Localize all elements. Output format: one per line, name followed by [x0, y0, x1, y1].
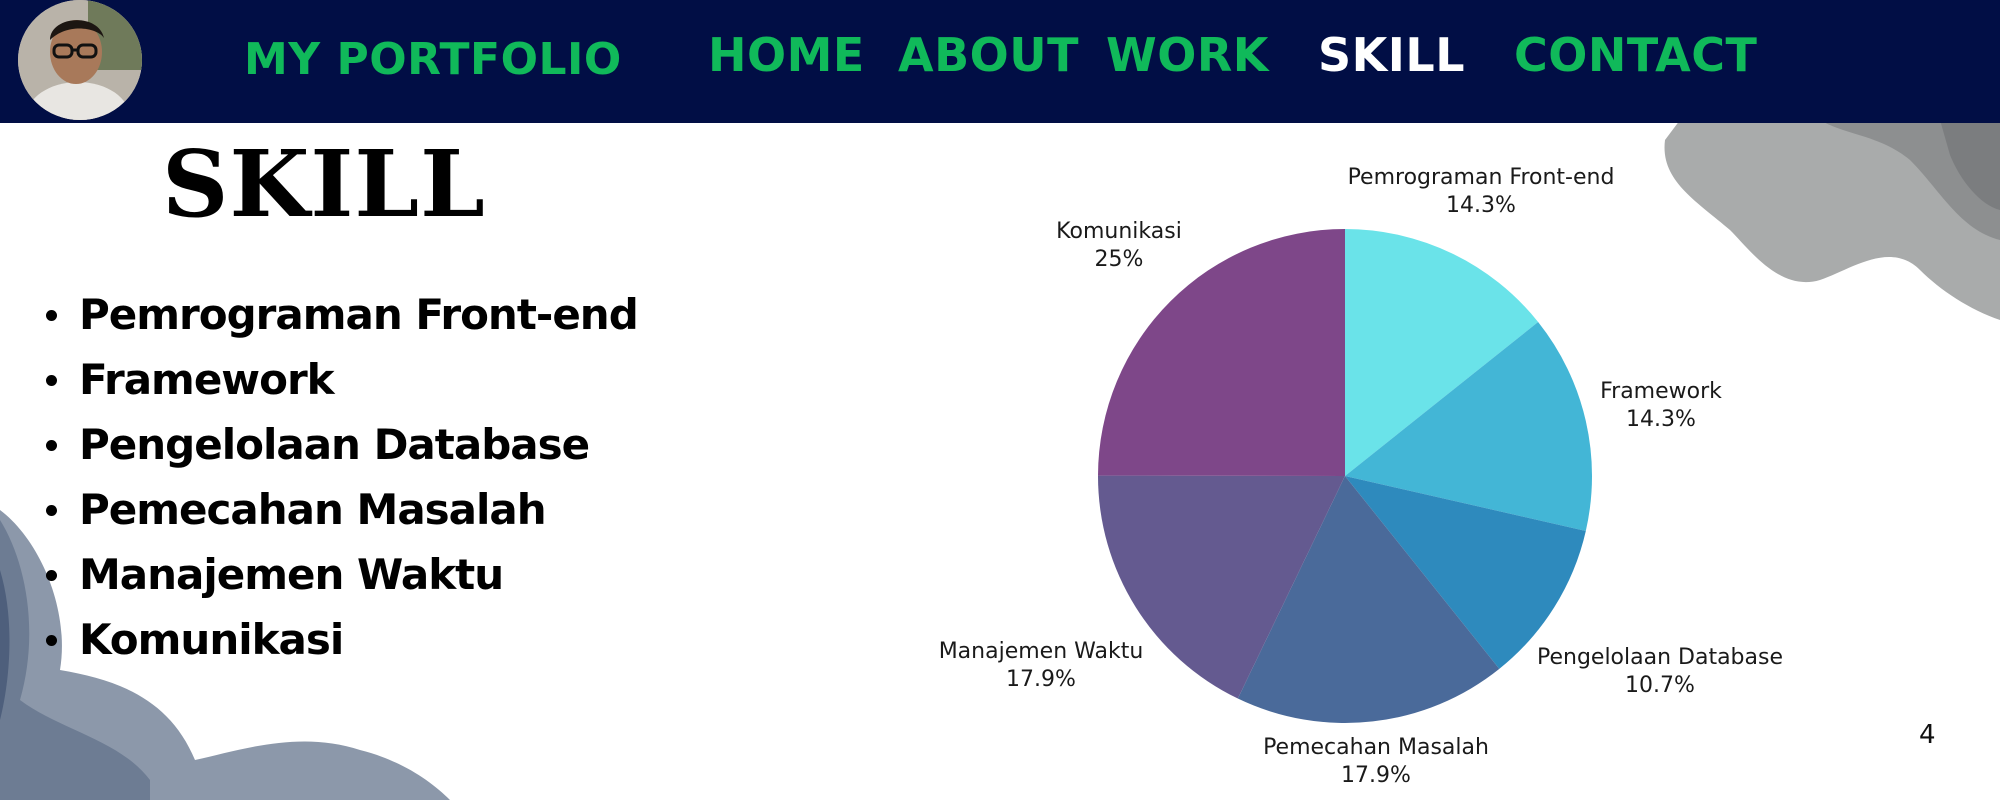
avatar[interactable] — [18, 0, 142, 120]
skill-item: Komunikasi — [42, 607, 638, 672]
pie-label: Pengelolaan Database — [1537, 645, 1783, 670]
pie-value-label: 17.9% — [1341, 763, 1411, 788]
pie-value-label: 25% — [1095, 247, 1144, 272]
profile-photo — [18, 0, 142, 120]
pie-slice-pemrograman-front-end — [1345, 229, 1539, 476]
decorative-blob-top-right — [1664, 120, 2000, 320]
pie-value-label: 14.3% — [1626, 407, 1696, 432]
bullet-icon — [46, 310, 57, 321]
pie-slice-framework — [1345, 321, 1592, 531]
decorative-blob-bottom-left — [0, 510, 450, 800]
pie-label: Framework — [1600, 379, 1722, 404]
nav-contact[interactable]: CONTACT — [1514, 28, 1758, 82]
pie-slice-manajemen-waktu — [1098, 475, 1345, 699]
pie-value-label: 17.9% — [1006, 667, 1076, 692]
skill-item: Manajemen Waktu — [42, 542, 638, 607]
pie-chart-svg: Pemrograman Front-end 14.3% Framework 14.3%… — [939, 165, 1783, 788]
skill-pie-chart: Pemrograman Front-end 14.3% Framework 14.3%… — [900, 140, 1850, 800]
skill-label: Pemrograman Front-end — [79, 290, 639, 339]
skill-label: Komunikasi — [79, 615, 344, 664]
bullet-icon — [46, 440, 57, 451]
bullet-icon — [46, 375, 57, 386]
pie-label: Manajemen Waktu — [939, 639, 1144, 664]
skill-item: Pemrograman Front-end — [42, 282, 639, 347]
nav-home[interactable]: HOME — [708, 28, 865, 82]
skill-label: Manajemen Waktu — [79, 550, 504, 599]
page-number: 4 — [1919, 720, 1936, 750]
top-navigation-bar: MY PORTFOLIO HOME ABOUT WORK SKILL CONTA… — [0, 0, 2000, 123]
brand-title[interactable]: MY PORTFOLIO — [244, 34, 622, 85]
bullet-icon — [46, 505, 57, 516]
skill-label: Framework — [79, 355, 335, 404]
skill-label: Pengelolaan Database — [79, 420, 590, 469]
skill-item: Framework — [42, 347, 638, 412]
bullet-icon — [46, 570, 57, 581]
pie-label: Komunikasi — [1056, 219, 1182, 244]
pie-label: Pemrograman Front-end — [1348, 165, 1615, 190]
pie-value-label: 10.7% — [1625, 673, 1695, 698]
skill-item: Pengelolaan Database — [42, 412, 638, 477]
nav-work[interactable]: WORK — [1106, 28, 1269, 82]
nav-about[interactable]: ABOUT — [898, 28, 1079, 82]
skill-label: Pemecahan Masalah — [79, 485, 547, 534]
pie-slice-pemecahan-masalah — [1237, 476, 1500, 723]
page-title: SKILL — [162, 130, 486, 238]
nav-skill[interactable]: SKILL — [1318, 28, 1466, 82]
pie-value-label: 14.3% — [1446, 193, 1516, 218]
skills-list: Pemrograman Front-end Framework Pengelol… — [42, 282, 639, 672]
pie-slice-pengelolaan-database — [1345, 476, 1586, 669]
pie-slice-komunikasi — [1098, 229, 1345, 476]
skill-item: Pemecahan Masalah — [42, 477, 638, 542]
bullet-icon — [46, 635, 57, 646]
pie-label: Pemecahan Masalah — [1263, 735, 1489, 760]
